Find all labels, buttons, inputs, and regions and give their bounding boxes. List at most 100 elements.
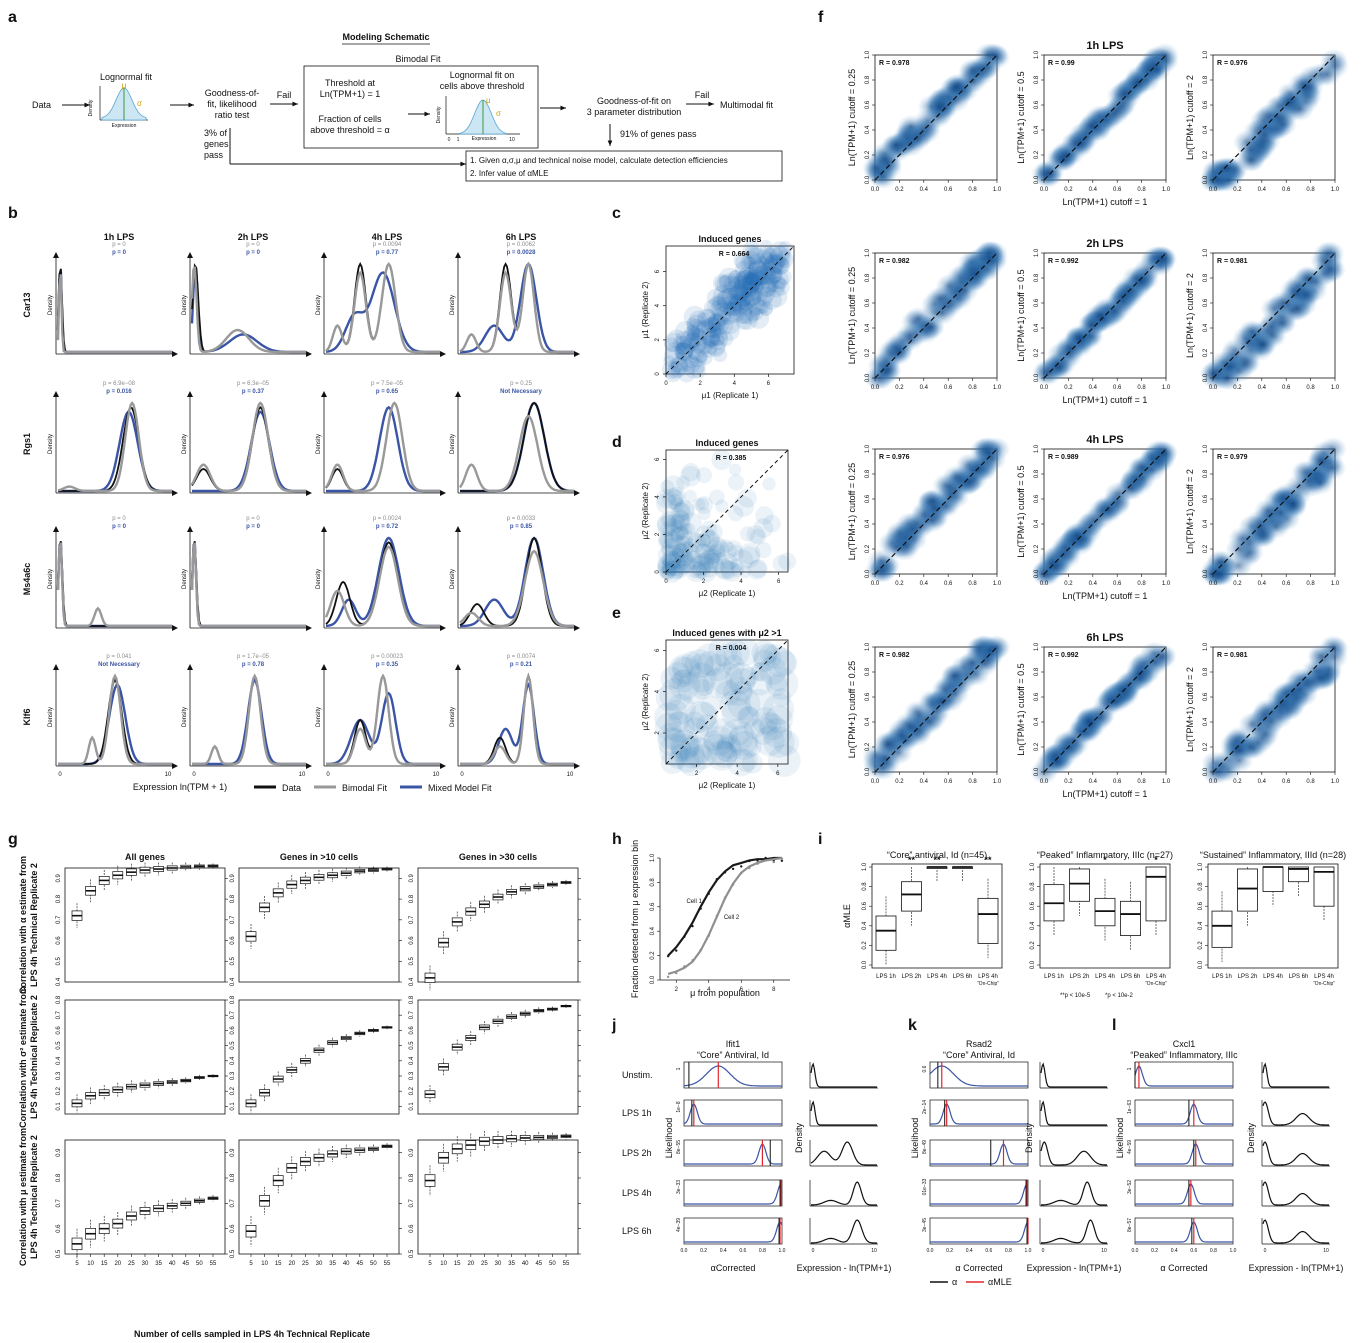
legend-mixed: Mixed Model Fit bbox=[428, 783, 492, 793]
scatter-point bbox=[749, 272, 764, 287]
scatter-point bbox=[762, 514, 781, 533]
likelihood-ytick: 8e−57 bbox=[1127, 1218, 1133, 1232]
p-mixed: p = 0.78 bbox=[242, 662, 265, 668]
g-xtick-label: 45 bbox=[535, 1261, 542, 1267]
p-mixed: Not Necessary bbox=[98, 662, 140, 668]
f-xtick-label: 0.0 bbox=[871, 581, 880, 587]
g-ytick-label: 0.8 bbox=[409, 995, 415, 1004]
i-ytick-label: 0.6 bbox=[862, 901, 868, 910]
f-density-blob bbox=[1215, 354, 1244, 379]
scatter-point bbox=[684, 649, 715, 679]
schematic-title: Modeling Schematic bbox=[342, 32, 429, 42]
scatter-point bbox=[697, 651, 722, 676]
g-ytick-label: 0.4 bbox=[409, 1056, 415, 1065]
scatter-point bbox=[657, 532, 675, 550]
i-xtick-label: LPS 6h bbox=[953, 974, 973, 980]
gene-class: “Core” Antiviral, Id bbox=[697, 1050, 769, 1060]
i-xtick-label: LPS 4h bbox=[1095, 974, 1115, 980]
scatter-point bbox=[684, 325, 701, 342]
scatter-point bbox=[682, 355, 701, 374]
f-r-value: R = 0.981 bbox=[1217, 258, 1248, 265]
likelihood-ytick: 2e−14 bbox=[922, 1100, 928, 1114]
condition-label: LPS 6h bbox=[622, 1226, 652, 1236]
scatter-point bbox=[662, 561, 676, 575]
y-tick-label: 4 bbox=[655, 495, 661, 499]
f-ytick-label: 0.6 bbox=[1203, 494, 1209, 503]
scatter-point bbox=[665, 560, 686, 580]
g-xtick-label: 40 bbox=[343, 1261, 350, 1267]
scatter-point bbox=[690, 562, 708, 579]
scatter-point bbox=[703, 340, 718, 355]
b-xtick: 10 bbox=[165, 772, 172, 778]
scatter-point bbox=[719, 307, 738, 325]
scatter-point bbox=[691, 364, 706, 379]
scatter-point bbox=[673, 564, 688, 579]
scatter-point bbox=[710, 662, 744, 696]
scatter-point bbox=[659, 521, 676, 538]
scatter-point bbox=[696, 552, 716, 572]
g-xtick-label: 20 bbox=[114, 1261, 121, 1267]
x-tick-label: 6 bbox=[776, 771, 780, 777]
f-xtick-label: 1.0 bbox=[1331, 385, 1340, 391]
data-curve bbox=[56, 274, 172, 354]
scatter-point bbox=[743, 267, 757, 280]
f-ytick-label: 0.8 bbox=[1034, 469, 1040, 478]
scatter-point bbox=[733, 278, 753, 299]
p-mixed: Not Necessary bbox=[500, 389, 542, 395]
scatter-point bbox=[759, 239, 773, 253]
data-label: Data bbox=[32, 100, 51, 110]
h-point bbox=[764, 856, 767, 860]
f-xlabel: Ln(TPM+1) cutoff = 1 bbox=[1063, 591, 1148, 601]
scatter-point bbox=[742, 286, 763, 306]
f-cutoff-label: Ln(TPM+1) cutoff = 0.25 bbox=[847, 69, 857, 166]
panel-letter-a: a bbox=[8, 9, 17, 26]
x-tick-label: 4 bbox=[735, 771, 739, 777]
f-xtick-label: 1.0 bbox=[1162, 385, 1171, 391]
scatter-point bbox=[748, 257, 769, 278]
mixed-curve bbox=[57, 268, 172, 353]
h-point bbox=[772, 860, 775, 864]
scatter-point bbox=[722, 316, 740, 335]
scatter-point bbox=[667, 710, 690, 733]
scatter-point bbox=[663, 530, 683, 550]
scatter-point bbox=[738, 294, 751, 307]
f-xtick-label: 0.0 bbox=[1209, 779, 1218, 785]
i-xtick-label: LPS 2h bbox=[1238, 974, 1258, 980]
scatter-point bbox=[659, 677, 693, 712]
scatter-point bbox=[688, 344, 705, 361]
expression-density-curve bbox=[1041, 1219, 1107, 1244]
h-point bbox=[683, 965, 686, 968]
g-column-title: Genes in >10 cells bbox=[280, 852, 358, 862]
g-ytick-label: 0.6 bbox=[409, 936, 415, 945]
f-xtick-label: 0.8 bbox=[1137, 581, 1146, 587]
f-xtick-label: 0.6 bbox=[1282, 779, 1291, 785]
f-ytick-label: 0.4 bbox=[865, 125, 871, 134]
y-tick-label: 4 bbox=[655, 689, 661, 693]
scatter-point bbox=[672, 555, 687, 569]
f-ytick-label: 0.2 bbox=[865, 150, 871, 159]
i-xtick-label: LPS 4h bbox=[927, 974, 947, 980]
p-bimodal: p = 0.25 bbox=[510, 381, 533, 387]
mixed-curve bbox=[58, 678, 172, 765]
scatter-point bbox=[767, 279, 785, 298]
scatter-point bbox=[676, 475, 691, 490]
scatter-point bbox=[717, 288, 739, 310]
g-xtick-label: 30 bbox=[316, 1261, 323, 1267]
scatter-point bbox=[687, 533, 707, 553]
scatter-point bbox=[680, 512, 702, 535]
scatter-point bbox=[719, 541, 737, 560]
g-ytick-label: 0.7 bbox=[230, 915, 236, 924]
scatter-point bbox=[708, 323, 722, 337]
scatter-point bbox=[680, 359, 696, 375]
g-ytick-label: 0.3 bbox=[56, 1071, 62, 1080]
scatter-point bbox=[671, 510, 691, 530]
h-point bbox=[699, 907, 702, 910]
scatter-point bbox=[757, 249, 774, 266]
scatter-point bbox=[658, 531, 674, 547]
scatter-point bbox=[724, 301, 741, 318]
f-xtick-label: 0.2 bbox=[895, 187, 904, 193]
f-xtick-label: 1.0 bbox=[1331, 581, 1340, 587]
scatter-point bbox=[706, 288, 725, 307]
lognormal-above-line: cells above threshold bbox=[440, 81, 525, 91]
i-ytick-label: 0.0 bbox=[1198, 960, 1204, 969]
